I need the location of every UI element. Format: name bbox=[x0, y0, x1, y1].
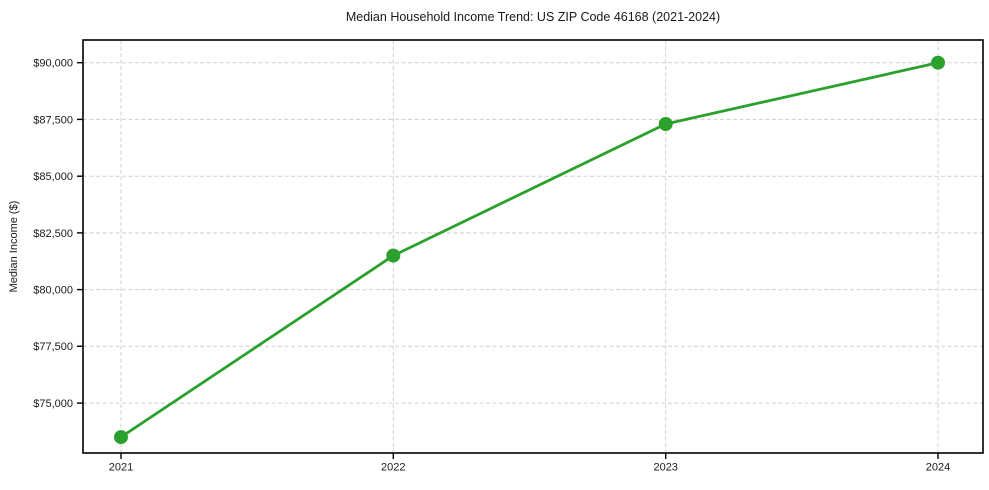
y-tick-label: $90,000 bbox=[33, 58, 73, 70]
data-point-2023 bbox=[658, 117, 673, 131]
y-axis-label: Median Income ($) bbox=[8, 201, 20, 293]
data-point-2021 bbox=[114, 430, 128, 445]
y-tick-label: $80,000 bbox=[33, 285, 73, 297]
series-layer bbox=[114, 55, 945, 445]
chart-title: Median Household Income Trend: US ZIP Co… bbox=[346, 10, 720, 24]
y-tick-label: $87,500 bbox=[33, 114, 73, 126]
axis-layer: $75,000 $77,500 $80,000 $82,500 $85,000 $87,5… bbox=[33, 39, 984, 474]
data-point-2022 bbox=[386, 248, 401, 263]
axes-spines bbox=[82, 39, 984, 454]
y-tick-label: $82,500 bbox=[33, 228, 73, 240]
grid-layer bbox=[83, 40, 983, 453]
data-point-2024 bbox=[931, 55, 945, 70]
x-tick-label: 2022 bbox=[381, 462, 405, 474]
x-tick-label: 2023 bbox=[653, 462, 677, 474]
y-tick-label: $75,000 bbox=[33, 398, 73, 410]
trend-line bbox=[119, 61, 940, 439]
x-tick-label: 2024 bbox=[926, 462, 950, 474]
y-tick-label: $77,500 bbox=[33, 341, 73, 353]
y-tick-label: $85,000 bbox=[33, 171, 73, 183]
x-tick-label: 2021 bbox=[109, 462, 133, 474]
